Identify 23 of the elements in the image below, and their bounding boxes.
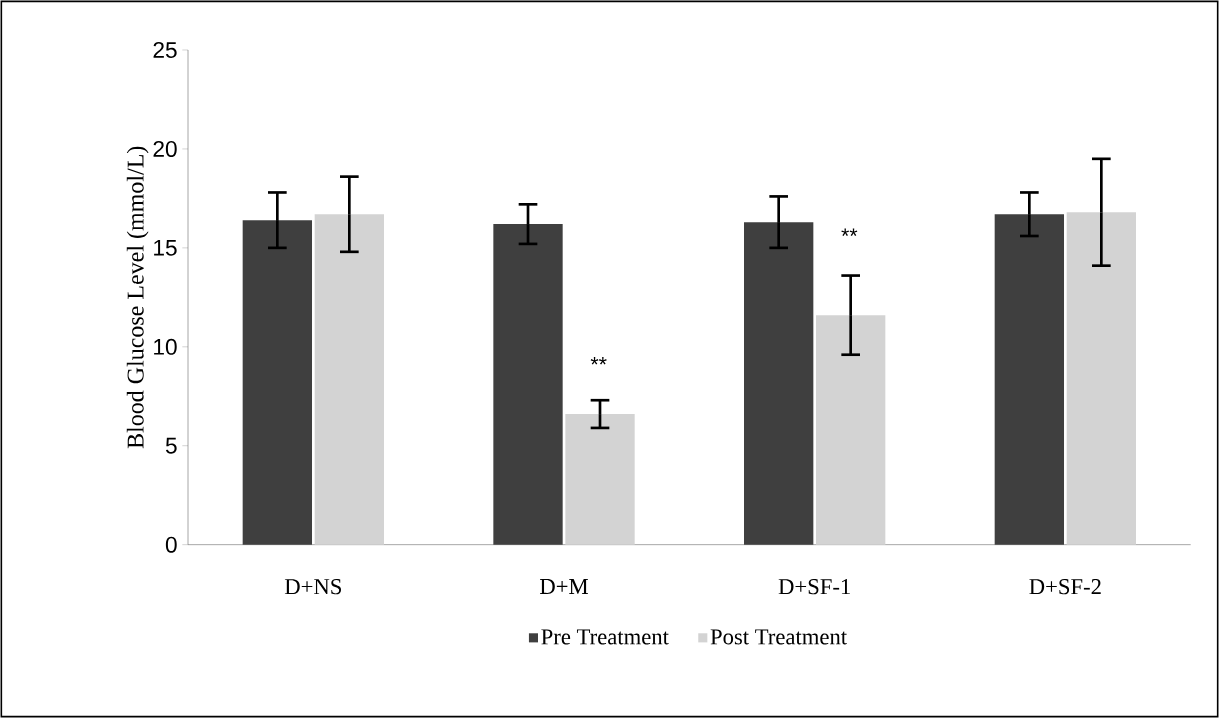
legend-label: Pre Treatment	[541, 629, 669, 645]
bar	[1066, 212, 1137, 545]
bar	[493, 224, 563, 545]
bar	[565, 414, 635, 545]
bar	[242, 220, 313, 545]
bar	[314, 214, 385, 545]
y-tick-label: 20	[153, 140, 177, 157]
y-tick-label: 25	[153, 41, 177, 59]
y-tick-label: 15	[154, 239, 177, 256]
y-tick-label: 10	[154, 338, 177, 355]
bar	[994, 214, 1065, 545]
x-tick-label: D+NS	[284, 579, 341, 595]
x-tick-label: D+M	[540, 579, 588, 594]
y-tick-label: 5	[165, 437, 177, 454]
legend-label: Post Treatment	[710, 629, 847, 645]
x-tick-label: D+SF-2	[1029, 579, 1101, 595]
bar	[744, 222, 814, 545]
y-tick-label: 0	[165, 536, 177, 553]
annotation: **	[590, 357, 607, 365]
bar	[816, 315, 886, 545]
annotation: **	[841, 228, 858, 236]
y-axis-title: Blood Glucose Level (mmol/L)	[126, 146, 149, 449]
x-tick-label: D+SF-1	[778, 579, 850, 595]
